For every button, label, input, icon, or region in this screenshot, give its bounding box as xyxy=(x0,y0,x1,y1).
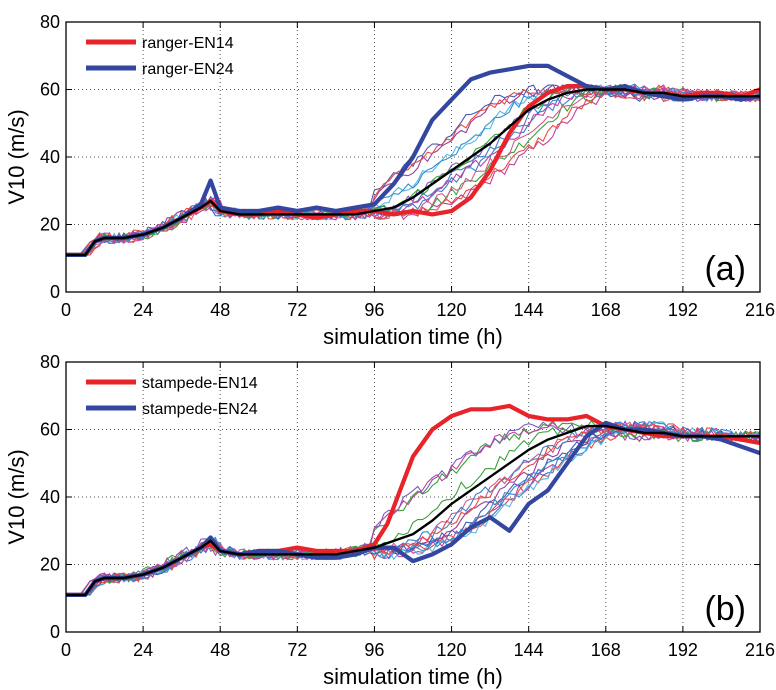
legend: stampede-EN14 stampede-EN24 xyxy=(86,375,258,418)
x-tick-label: 120 xyxy=(437,640,467,660)
x-tick-label: 24 xyxy=(133,300,153,320)
x-tick-label: 48 xyxy=(210,300,230,320)
panel-label: (a) xyxy=(704,250,746,288)
x-tick-label: 216 xyxy=(745,300,775,320)
ensemble-member-line xyxy=(66,84,760,256)
y-axis-label: V10 (m/s) xyxy=(4,109,29,204)
ensemble-mean-line xyxy=(66,88,760,257)
ensemble-member-line xyxy=(66,421,760,596)
y-tick-label: 20 xyxy=(40,215,60,235)
ensemble-member-line xyxy=(66,420,760,596)
x-tick-label: 0 xyxy=(61,300,71,320)
x-tick-label: 72 xyxy=(287,300,307,320)
plot-area xyxy=(66,403,760,598)
legend-label: ranger-EN14 xyxy=(142,35,234,52)
x-tick-label: 144 xyxy=(514,640,544,660)
ensemble-member-line xyxy=(66,423,760,597)
x-tick-label: 48 xyxy=(210,640,230,660)
x-tick-label: 96 xyxy=(364,640,384,660)
ensemble-mean-line xyxy=(66,424,760,597)
x-tick-label: 24 xyxy=(133,640,153,660)
ensemble-member-line xyxy=(66,84,760,256)
y-axis-label: V10 (m/s) xyxy=(4,449,29,544)
ensemble-member-line xyxy=(66,84,760,257)
y-tick-label: 80 xyxy=(40,12,60,32)
ensemble-member-line xyxy=(66,419,760,597)
ensemble-member-line xyxy=(66,420,760,597)
plot-area xyxy=(66,63,760,257)
y-tick-label: 80 xyxy=(40,352,60,372)
x-tick-label: 168 xyxy=(591,300,621,320)
y-tick-label: 60 xyxy=(40,420,60,440)
x-axis-label: simulation time (h) xyxy=(323,664,503,689)
x-tick-label: 0 xyxy=(61,640,71,660)
legend-label: stampede-EN14 xyxy=(142,375,258,392)
x-tick-label: 192 xyxy=(668,640,698,660)
x-tick-label: 72 xyxy=(287,640,307,660)
y-tick-label: 0 xyxy=(50,282,60,302)
x-tick-label: 216 xyxy=(745,640,775,660)
panel-label: (b) xyxy=(704,590,746,628)
ensemble-member-line xyxy=(66,420,760,596)
x-tick-label: 168 xyxy=(591,640,621,660)
y-tick-label: 40 xyxy=(40,487,60,507)
chart-panel-a: 0 24 48 72 96 120 144 168 192 216 0 20 40 60 80 simulat… xyxy=(4,12,775,349)
ensemble-member-line xyxy=(66,423,760,596)
ensemble-member-line xyxy=(66,420,760,597)
legend: ranger-EN14 ranger-EN24 xyxy=(86,35,234,78)
legend-label: stampede-EN24 xyxy=(142,401,258,418)
x-axis-label: simulation time (h) xyxy=(323,324,503,349)
x-tick-label: 144 xyxy=(514,300,544,320)
chart-panel-b: 0 24 48 72 96 120 144 168 192 216 0 20 40 60 80 simulat… xyxy=(4,352,775,689)
x-tick-label: 96 xyxy=(364,300,384,320)
y-tick-label: 40 xyxy=(40,147,60,167)
y-tick-label: 0 xyxy=(50,622,60,642)
ensemble-member-line xyxy=(66,421,760,597)
ensemble-member-line xyxy=(66,84,760,257)
legend-label: ranger-EN24 xyxy=(142,61,234,78)
x-tick-label: 120 xyxy=(437,300,467,320)
x-tick-label: 192 xyxy=(668,300,698,320)
ensemble-member-line xyxy=(66,420,760,597)
y-tick-label: 60 xyxy=(40,80,60,100)
ensemble-member-line xyxy=(66,421,760,596)
y-tick-label: 20 xyxy=(40,555,60,575)
ensemble-member-line xyxy=(66,420,760,597)
